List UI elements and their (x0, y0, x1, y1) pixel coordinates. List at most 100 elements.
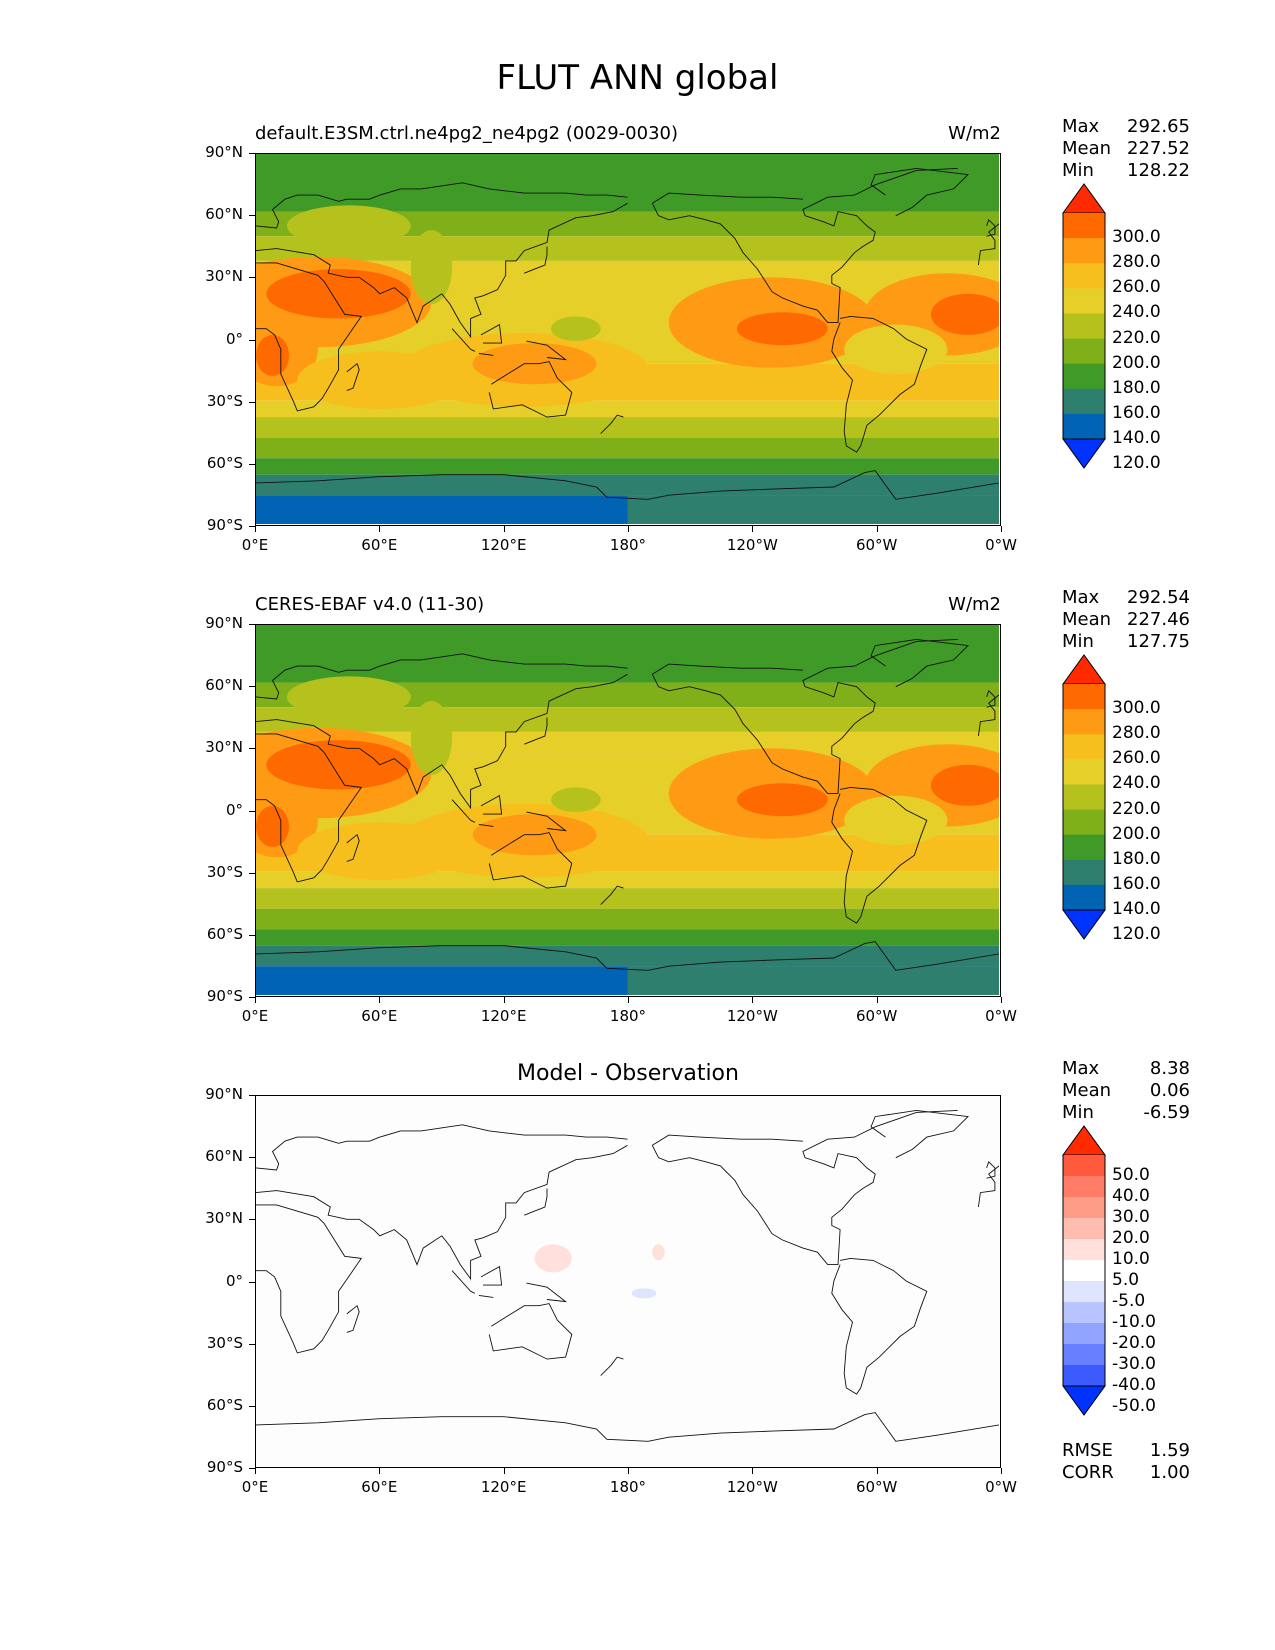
tick-mark (1001, 997, 1002, 1003)
stat-row: Min -6.59 (1062, 1102, 1190, 1124)
contour-region (736, 312, 828, 346)
colorbar-tick-label: 240.0 (1112, 302, 1161, 323)
coastline (986, 1160, 996, 1179)
latitude-label: 90°S (206, 1458, 243, 1476)
colorbar-segment (1063, 1302, 1105, 1324)
latitude-label: 60°S (206, 453, 243, 472)
colorbar-segment (1063, 1176, 1105, 1198)
colorbar-segment (1063, 238, 1105, 264)
map-frame (255, 624, 1001, 997)
colorbar-segment (1063, 684, 1105, 710)
colorbar-outline (1062, 684, 1106, 910)
coastline (488, 1303, 573, 1360)
colorbar-tick-label: 5.0 (1112, 1270, 1140, 1290)
latitude-label: 60°N (205, 205, 243, 224)
coastline (652, 192, 803, 204)
latitude-label: 30°N (205, 267, 243, 286)
latitude-label: 30°N (205, 738, 243, 757)
longitude-label: 0°E (241, 536, 269, 554)
difference-map (256, 1096, 1000, 1466)
panel-title: CERES-EBAF v4.0 (11-30) (255, 594, 485, 615)
coastline (977, 1165, 1000, 1208)
contour-region (930, 293, 1000, 335)
colorbar (1062, 1125, 1106, 1416)
stat-value: 0.06 (1149, 1080, 1190, 1101)
colorbar-segment (1063, 1155, 1105, 1177)
stat-value: 227.46 (1127, 609, 1190, 630)
colorbar-tick-label: 260.0 (1112, 277, 1161, 298)
tick-mark (249, 1219, 255, 1221)
tick-mark (628, 526, 629, 532)
stat-row: Max 8.38 (1062, 1058, 1190, 1080)
latitude-label: 30°N (205, 1209, 243, 1228)
longitude-label: 180° (609, 1478, 647, 1496)
error-stats-box: RMSE 1.59 CORR 1.00 (1062, 1440, 1190, 1484)
tick-mark (379, 526, 381, 532)
contour-region (266, 740, 411, 790)
stat-label: Max (1062, 587, 1100, 608)
contour-band (256, 625, 999, 683)
stat-value: -6.59 (1143, 1102, 1190, 1123)
tick-mark (255, 526, 256, 532)
coastline (652, 663, 803, 675)
latitude-label: 90°N (205, 1085, 243, 1103)
longitude-label: 0°E (241, 1478, 269, 1496)
colorbar-segment (1063, 1281, 1105, 1303)
colorbar-tick-label: -40.0 (1112, 1375, 1156, 1395)
coastline (451, 799, 475, 823)
longitude-label: 120°E (480, 1007, 527, 1025)
contour-band (256, 474, 999, 496)
tick-mark (249, 277, 255, 279)
contour-band (256, 437, 999, 459)
colorbar-tick-label: 140.0 (1112, 899, 1161, 919)
colorbar-segment (1063, 859, 1105, 886)
stats-box: Max 292.54 Mean 227.46 Min 127.75 (1062, 587, 1190, 653)
coastline (451, 328, 475, 352)
colorbar-segment (1063, 834, 1105, 861)
colorbar-segment (1063, 759, 1105, 785)
tick-mark (503, 997, 505, 1003)
coastline (256, 653, 628, 700)
colorbar-segment (1063, 288, 1105, 314)
panel-title: default.E3SM.ctrl.ne4pg2_ne4pg2 (0029-00… (255, 123, 678, 144)
stat-label: RMSE (1062, 1440, 1113, 1461)
tick-mark (249, 153, 255, 154)
contour-region (631, 1288, 657, 1299)
stat-row: Mean 227.52 (1062, 138, 1190, 160)
colorbar-segment (1063, 709, 1105, 735)
stat-value: 1.59 (1149, 1440, 1190, 1461)
stat-value: 227.52 (1127, 138, 1190, 159)
stat-label: Min (1062, 631, 1094, 652)
longitude-label: 180° (609, 536, 647, 554)
tick-mark (752, 1468, 754, 1474)
colorbar-segment (1063, 388, 1105, 415)
colorbar-segment (1063, 1365, 1105, 1387)
coastline (346, 1304, 360, 1333)
contour-region (736, 783, 828, 817)
latitude-label: 90°N (205, 143, 243, 161)
colorbar (1062, 654, 1106, 940)
latitude-label: 30°S (206, 391, 243, 410)
tick-mark (249, 401, 255, 403)
latitude-label: 30°S (206, 862, 243, 881)
colorbar-extend-max (1062, 654, 1106, 685)
stat-label: Max (1062, 1058, 1100, 1079)
colorbar-outline (1062, 213, 1106, 439)
coastline (600, 885, 624, 905)
colorbar-tick-label: 180.0 (1112, 848, 1161, 869)
tick-mark (1001, 526, 1002, 532)
colorbar-tick-label: 300.0 (1112, 698, 1161, 719)
contour-band (256, 929, 999, 946)
flut-map (256, 154, 1000, 524)
coastline (986, 689, 996, 708)
colorbar-extend-max (1062, 1125, 1106, 1156)
coastline (651, 167, 958, 324)
coastline (524, 1188, 548, 1216)
colorbar-segment (1063, 213, 1105, 239)
contour-band (627, 966, 999, 995)
coastline (480, 1265, 503, 1286)
stat-value: 292.54 (1127, 587, 1190, 608)
colorbar-segment (1063, 809, 1105, 836)
tick-mark (249, 872, 255, 874)
colorbar-segment (1063, 884, 1105, 911)
